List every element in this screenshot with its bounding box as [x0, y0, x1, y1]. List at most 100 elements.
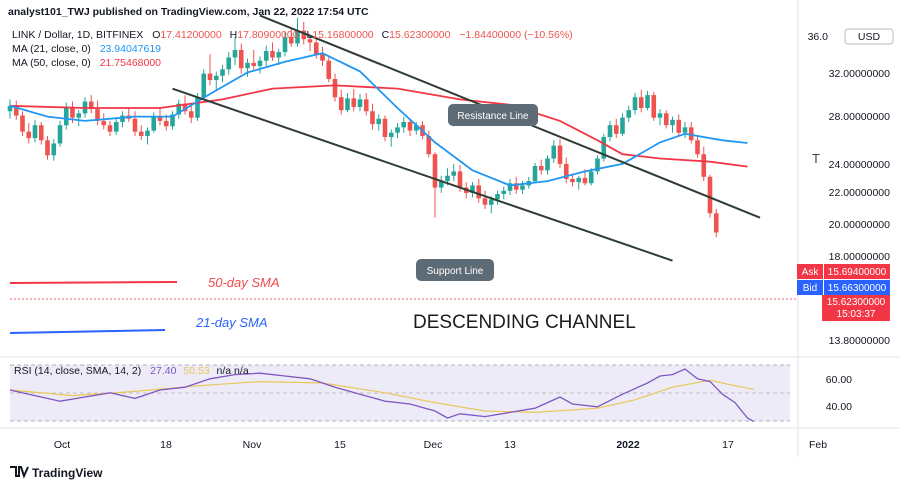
- candle-body: [232, 49, 238, 58]
- candle-body: [345, 98, 350, 111]
- candle-body: [701, 154, 707, 177]
- candle: [338, 89, 344, 115]
- candle-body: [407, 121, 413, 131]
- rsi-tick-40: 40.00: [826, 401, 852, 413]
- candle: [245, 58, 250, 77]
- rsi-na: n/a n/a: [217, 365, 249, 377]
- candle-body: [626, 110, 632, 118]
- candle: [95, 100, 100, 126]
- candle-body: [95, 109, 100, 121]
- candle: [57, 120, 63, 147]
- candle: [51, 139, 57, 161]
- rsi-sma-value: 50.53: [183, 365, 209, 377]
- ask-tag-bg: [824, 264, 890, 279]
- candle-body: [595, 158, 600, 172]
- footer-brand: TradingView: [32, 466, 103, 480]
- candle: [432, 152, 438, 218]
- candle: [695, 134, 700, 158]
- ohlc-change-value: −1.84400000 (−10.56%): [459, 29, 572, 41]
- candle-body: [13, 105, 19, 116]
- candle-body: [7, 105, 13, 112]
- time-label-dec: Dec: [424, 439, 443, 451]
- candle-body: [551, 145, 557, 159]
- candle: [345, 92, 350, 113]
- candle: [663, 110, 669, 129]
- candle: [438, 175, 444, 193]
- bid-tag-label: Bid: [803, 283, 817, 294]
- candle: [570, 173, 575, 187]
- ohlc-high-key: H: [230, 29, 238, 41]
- price-tick-2: 28.00000000: [829, 111, 890, 123]
- candle: [682, 121, 688, 139]
- candle: [7, 99, 13, 119]
- candle: [557, 139, 563, 169]
- candle: [232, 37, 238, 65]
- candle-body: [332, 78, 338, 98]
- candle-body: [338, 97, 344, 111]
- rsi-line: [9, 368, 755, 423]
- candle-body: [432, 154, 438, 188]
- candle-body: [195, 97, 200, 118]
- rsi-legend: RSI (14, close, SMA, 14, 2) 27.40 50.53 …: [14, 365, 249, 377]
- candle-body: [145, 130, 150, 136]
- candle-body: [695, 140, 700, 155]
- candle: [670, 116, 675, 133]
- support-callout-text: Support Line: [427, 266, 484, 277]
- sma50-legend-line: [9, 281, 178, 284]
- ma21-value: 23.94047619: [100, 43, 161, 55]
- rsi-tick-60: 60.00: [826, 374, 852, 386]
- candle-body: [282, 37, 288, 53]
- candle: [676, 114, 682, 136]
- candle-body: [320, 54, 325, 61]
- last-price-value: 15.62300000: [827, 297, 886, 308]
- resistance-callout-text: Resistance Line: [457, 111, 529, 122]
- candle-body: [545, 158, 550, 171]
- candle-body: [663, 113, 669, 126]
- attribution-text: analyst101_TWJ published on TradingView.…: [8, 6, 369, 18]
- candle: [363, 92, 369, 116]
- ma50-value: 21.75468000: [100, 57, 161, 69]
- candle-body: [682, 127, 688, 133]
- candle-body: [713, 213, 719, 233]
- candle: [188, 103, 194, 124]
- candle-body: [251, 62, 257, 67]
- candle-body: [620, 117, 625, 134]
- time-label-nov: Nov: [243, 439, 262, 451]
- candle-body: [676, 119, 682, 133]
- candle: [370, 103, 375, 130]
- resistance-callout[interactable]: [448, 104, 538, 126]
- candle: [382, 115, 388, 142]
- candle: [538, 159, 544, 175]
- candle: [707, 174, 713, 218]
- candle-body: [288, 37, 294, 44]
- candle: [613, 118, 619, 139]
- candle-body: [76, 113, 82, 118]
- candle-body: [238, 49, 244, 69]
- candle-body: [220, 69, 225, 76]
- candle-body: [388, 132, 394, 138]
- candle: [651, 91, 657, 121]
- candle-body: [638, 97, 644, 108]
- candle: [132, 111, 138, 136]
- support-callout[interactable]: [416, 259, 494, 281]
- candle: [88, 95, 94, 114]
- candle-body: [57, 125, 63, 144]
- time-label-oct: Oct: [54, 439, 70, 451]
- candle: [595, 155, 600, 175]
- candle-body: [613, 125, 619, 134]
- candle: [107, 120, 113, 136]
- candle: [507, 178, 513, 196]
- candle: [388, 129, 394, 147]
- candle-body: [501, 190, 507, 194]
- candle-body: [101, 120, 107, 126]
- candle: [451, 163, 457, 182]
- candle: [576, 175, 582, 190]
- ma21-line: [9, 52, 748, 187]
- currency-badge[interactable]: [844, 28, 894, 45]
- candle-body: [670, 119, 675, 126]
- candle-body: [370, 111, 375, 125]
- candle-body: [176, 103, 182, 115]
- candle-body: [63, 108, 69, 126]
- price-tick-7: 13.80000000: [829, 335, 890, 347]
